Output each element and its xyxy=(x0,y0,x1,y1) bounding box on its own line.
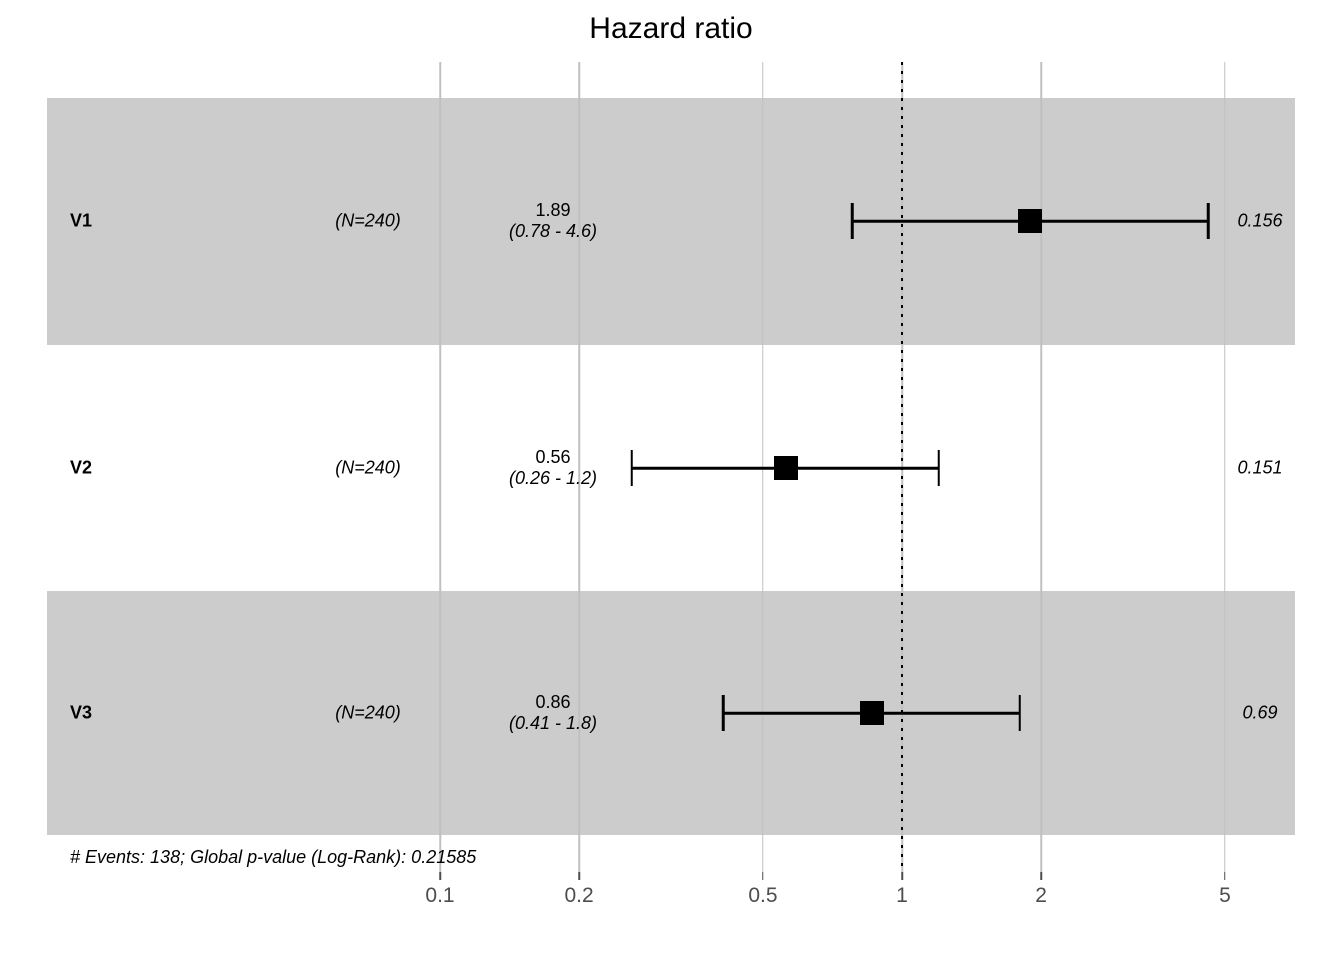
estimate-block: 0.86 (0.41 - 1.8) xyxy=(509,692,597,734)
n-label: (N=240) xyxy=(335,457,401,478)
hr-value: 0.86 xyxy=(535,692,571,712)
x-axis-tick-label: 0.1 xyxy=(425,884,455,907)
n-label: (N=240) xyxy=(335,702,401,723)
x-axis-tick-label: 1 xyxy=(896,884,908,907)
p-value-label: 0.151 xyxy=(1237,457,1283,478)
variable-label: V2 xyxy=(70,457,93,478)
x-axis-tick-label: 0.5 xyxy=(748,884,778,907)
estimate-block: 0.56 (0.26 - 1.2) xyxy=(509,447,597,489)
x-axis-tick xyxy=(1224,872,1226,880)
hr-point-marker xyxy=(1017,209,1042,233)
p-value-label: 0.156 xyxy=(1237,210,1283,231)
gridline xyxy=(578,62,580,872)
variable-label: V1 xyxy=(70,210,93,231)
row-band-v3 xyxy=(47,591,1295,835)
chart-title: Hazard ratio xyxy=(589,12,753,45)
ci-cap-high xyxy=(1206,203,1210,239)
x-axis-tick xyxy=(439,872,441,880)
hr-point-marker xyxy=(773,456,798,480)
ci-value: (0.26 - 1.2) xyxy=(508,468,598,488)
gridline xyxy=(1224,62,1226,872)
ci-cap-high xyxy=(937,450,940,486)
x-axis-tick-label: 0.2 xyxy=(564,884,594,907)
hr-value: 1.89 xyxy=(535,200,571,220)
x-axis-tick xyxy=(578,872,580,880)
estimate-block: 1.89 (0.78 - 4.6) xyxy=(509,200,597,242)
variable-label: V3 xyxy=(70,702,93,723)
ci-cap-low xyxy=(721,695,725,731)
x-axis-tick xyxy=(762,872,764,880)
x-axis-tick xyxy=(1040,872,1042,880)
footnote: # Events: 138; Global p-value (Log-Rank)… xyxy=(70,847,477,867)
gridline xyxy=(439,62,441,872)
ci-value: (0.78 - 4.6) xyxy=(508,221,598,241)
ci-value: (0.41 - 1.8) xyxy=(508,713,598,733)
gridline xyxy=(1040,62,1042,872)
ci-cap-high xyxy=(1018,695,1022,731)
x-axis-tick-label: 2 xyxy=(1035,884,1047,907)
hr-value: 0.56 xyxy=(535,447,571,467)
x-axis-tick xyxy=(901,872,903,880)
n-label: (N=240) xyxy=(335,210,401,231)
x-axis-tick-label: 5 xyxy=(1219,884,1231,907)
hr-point-marker xyxy=(859,701,884,725)
p-value-label: 0.69 xyxy=(1242,702,1278,723)
ci-cap-low xyxy=(850,203,854,239)
ci-cap-low xyxy=(630,450,633,486)
